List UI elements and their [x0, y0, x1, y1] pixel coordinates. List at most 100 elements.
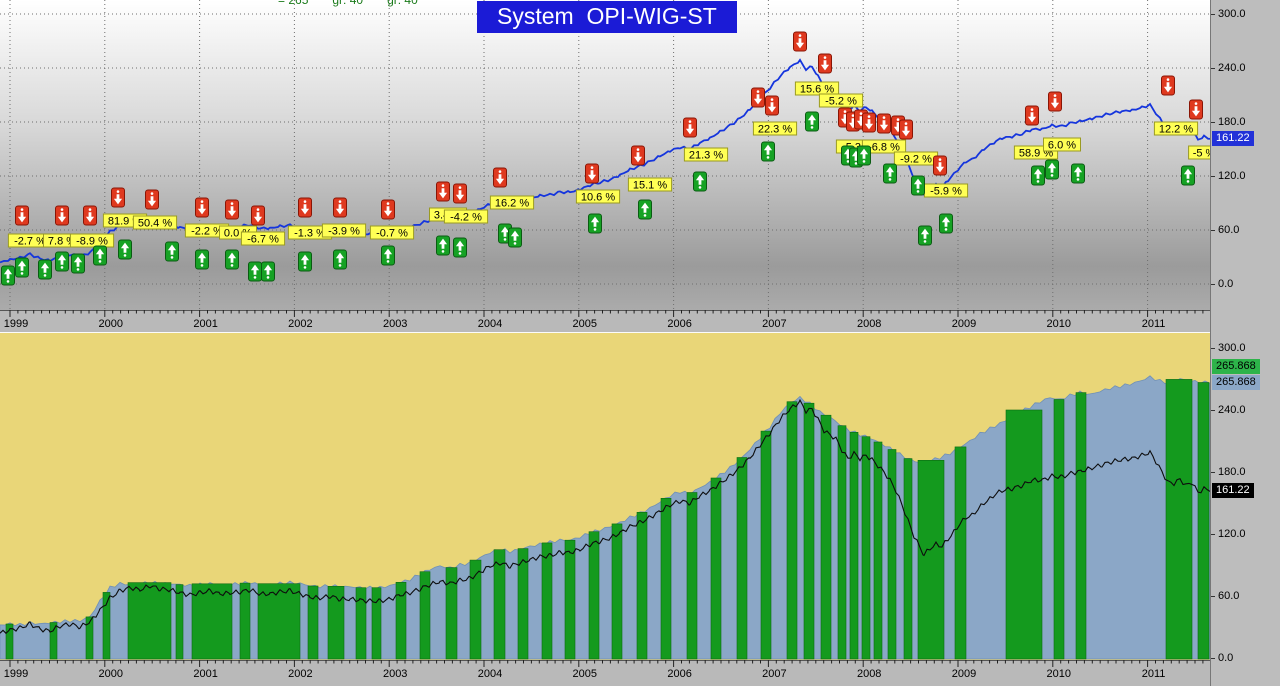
position-bar — [710, 477, 722, 660]
position-bar — [861, 436, 871, 660]
buy-arrow-icon — [883, 163, 897, 184]
trade-return-label: -6.8 % — [861, 139, 907, 154]
axis-tick — [1211, 284, 1215, 285]
sell-arrow-icon — [1025, 105, 1039, 126]
axis-tick — [1211, 472, 1215, 473]
axis-tick-label: 240.0 — [1218, 404, 1246, 416]
year-label: 2000 — [99, 318, 123, 330]
sell-arrow-icon — [765, 95, 779, 116]
buy-arrow-icon — [333, 249, 347, 270]
sell-arrow-icon — [818, 53, 832, 74]
sell-arrow-icon — [145, 189, 159, 210]
sell-arrow-icon — [793, 31, 807, 52]
position-bar — [1075, 392, 1087, 660]
year-label: 2000 — [99, 668, 123, 680]
bottom-panel-header: UNIA - Daily 07-12-2011 (0.0%) Portfolio… — [0, 332, 1210, 350]
axis-tick-label: 0.0 — [1218, 652, 1234, 664]
buy-arrow-icon — [638, 199, 652, 220]
svg-text:21.3 %: 21.3 % — [689, 150, 723, 162]
position-bar — [803, 402, 815, 660]
year-label: 2001 — [193, 318, 217, 330]
buy-arrow-icon — [857, 145, 871, 166]
year-label: 2002 — [288, 668, 312, 680]
buy-arrow-icon — [118, 239, 132, 260]
year-label: 2009 — [952, 668, 976, 680]
system-chart-panel[interactable]: -2.7 % 7.8 % -8.9 % 81.9 % 50.4 % -2.2 % 0.0 %… — [0, 0, 1220, 310]
axis-tick-label: 300.0 — [1218, 342, 1246, 354]
axis-tick — [1211, 410, 1215, 411]
year-label: 2008 — [857, 668, 881, 680]
position-bar — [355, 587, 367, 660]
axis-tick — [1211, 230, 1215, 231]
position-bar — [760, 430, 772, 660]
year-label: 2010 — [1047, 318, 1071, 330]
svg-text:12.2 %: 12.2 % — [1159, 124, 1193, 136]
bottom-chart-svg[interactable] — [0, 350, 1211, 660]
year-label: 2007 — [762, 318, 786, 330]
buy-arrow-icon — [693, 171, 707, 192]
right-axis: 300.0 240.0 180.0 120.0 60.0 0.0 300.0 240.0 180… — [1210, 0, 1280, 686]
buy-arrow-icon — [15, 257, 29, 278]
axis-tick-label: 180.0 — [1218, 116, 1246, 128]
buy-arrow-icon — [165, 241, 179, 262]
year-label: 2006 — [667, 318, 691, 330]
sell-arrow-icon — [899, 119, 913, 140]
year-label: 2011 — [1142, 668, 1166, 680]
trade-return-label: -2.2 % — [184, 223, 230, 238]
axis-tick — [1211, 534, 1215, 535]
position-bar — [903, 458, 913, 660]
sell-arrow-icon — [436, 181, 450, 202]
trade-return-label: -0.7 % — [369, 225, 415, 240]
position-bar — [371, 587, 382, 660]
equity-chart-panel[interactable] — [0, 350, 1211, 660]
sell-arrow-icon — [1048, 91, 1062, 112]
year-label: 2003 — [383, 668, 407, 680]
trade-return-label: 16.2 % — [489, 195, 535, 210]
buy-arrow-icon — [261, 261, 275, 282]
axis-tick-label: 240.0 — [1218, 62, 1246, 74]
sell-arrow-icon — [195, 197, 209, 218]
position-bar — [541, 542, 553, 660]
year-label: 2001 — [193, 668, 217, 680]
trade-return-label: -5.2 % — [818, 93, 864, 108]
year-label: 2005 — [573, 318, 597, 330]
position-bar — [493, 549, 506, 660]
trade-return-label: -5.9 % — [923, 183, 969, 198]
year-label: 2003 — [383, 318, 407, 330]
position-bar — [636, 512, 648, 660]
axis-tick-label: 120.0 — [1218, 528, 1246, 540]
top-chart-svg[interactable]: -2.7 % 7.8 % -8.9 %81.9 %50.4 %-2.2 % 0.0 %… — [0, 0, 1220, 310]
trade-return-label: 12.2 % — [1153, 121, 1199, 136]
clipped-legend-fragment: gr: 40 — [387, 0, 418, 7]
trade-return-label: 21.3 % — [683, 147, 729, 162]
svg-text:-6.8 %: -6.8 % — [868, 142, 900, 154]
sell-arrow-icon — [111, 187, 125, 208]
sell-arrow-icon — [333, 197, 347, 218]
svg-text:15.1 %: 15.1 % — [633, 180, 667, 192]
chart-title-badge: System OPI-WIG-ST — [477, 1, 737, 33]
top-left-clipped-legend: = 265 gr: 40 gr: 40 — [278, 0, 442, 7]
position-bar — [917, 460, 945, 660]
sell-arrow-icon — [453, 183, 467, 204]
sell-arrow-icon — [298, 197, 312, 218]
buy-arrow-icon — [1181, 165, 1195, 186]
axis-tick-label: 120.0 — [1218, 170, 1246, 182]
axis-tick — [1211, 348, 1215, 349]
close-value-tag: 161.22 — [1212, 130, 1254, 146]
position-bar — [786, 401, 798, 660]
sell-arrow-icon — [751, 87, 765, 108]
position-bar — [49, 622, 58, 660]
axis-tick-label: 180.0 — [1218, 466, 1246, 478]
sell-arrow-icon — [83, 205, 97, 226]
sell-arrow-icon — [55, 205, 69, 226]
axis-tick-label: 300.0 — [1218, 8, 1246, 20]
axis-tick — [1211, 596, 1215, 597]
position-bar — [327, 586, 345, 660]
position-bar — [1197, 382, 1210, 660]
svg-text:50.4 %: 50.4 % — [138, 218, 172, 230]
sell-arrow-icon — [15, 205, 29, 226]
year-label: 2010 — [1047, 668, 1071, 680]
trade-return-label: 15.1 % — [627, 177, 673, 192]
close-value-tag: 161.22 — [1212, 483, 1254, 499]
svg-text:10.6 %: 10.6 % — [581, 192, 615, 204]
